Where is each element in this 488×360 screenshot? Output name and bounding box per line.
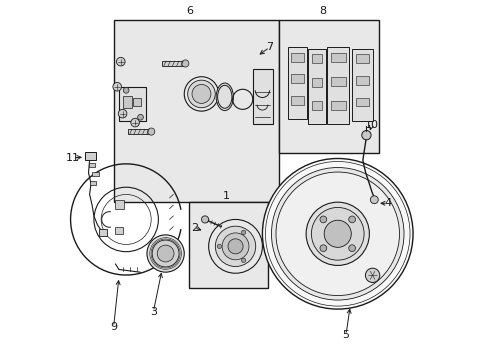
Bar bbox=[311, 78, 321, 87]
Circle shape bbox=[241, 230, 245, 234]
Bar bbox=[330, 53, 345, 62]
Bar bbox=[351, 49, 372, 121]
Circle shape bbox=[118, 109, 126, 118]
Circle shape bbox=[123, 87, 129, 93]
Circle shape bbox=[116, 57, 125, 66]
Circle shape bbox=[241, 258, 245, 262]
Circle shape bbox=[275, 172, 399, 296]
Bar bbox=[115, 200, 124, 209]
Bar bbox=[326, 47, 348, 125]
Bar bbox=[253, 69, 273, 125]
Bar bbox=[188, 202, 267, 288]
Bar bbox=[162, 61, 185, 66]
Circle shape bbox=[131, 118, 139, 127]
Circle shape bbox=[192, 85, 210, 103]
Circle shape bbox=[147, 128, 155, 135]
Bar bbox=[287, 47, 306, 119]
Bar bbox=[119, 87, 145, 121]
Bar bbox=[85, 152, 96, 160]
Circle shape bbox=[361, 131, 370, 140]
Circle shape bbox=[157, 245, 174, 262]
Text: 11: 11 bbox=[66, 153, 80, 163]
Circle shape bbox=[319, 216, 326, 223]
Bar bbox=[128, 130, 151, 134]
Text: 4: 4 bbox=[384, 198, 391, 208]
Circle shape bbox=[305, 202, 368, 265]
Bar bbox=[311, 54, 321, 63]
Bar bbox=[330, 77, 345, 86]
Text: 5: 5 bbox=[342, 330, 349, 340]
Bar bbox=[330, 101, 345, 110]
Text: 2: 2 bbox=[190, 223, 198, 233]
Bar bbox=[278, 21, 378, 153]
Circle shape bbox=[217, 244, 221, 248]
Circle shape bbox=[137, 114, 143, 120]
Circle shape bbox=[187, 80, 215, 108]
Bar bbox=[92, 172, 99, 176]
Text: 1: 1 bbox=[223, 191, 229, 201]
Bar bbox=[355, 98, 368, 107]
Circle shape bbox=[262, 158, 412, 309]
Bar bbox=[88, 163, 95, 167]
Circle shape bbox=[365, 268, 379, 283]
Circle shape bbox=[319, 245, 326, 252]
Ellipse shape bbox=[216, 83, 233, 111]
Circle shape bbox=[348, 216, 355, 223]
Circle shape bbox=[208, 220, 262, 273]
Circle shape bbox=[152, 240, 179, 267]
Circle shape bbox=[113, 82, 121, 91]
Bar bbox=[311, 101, 321, 110]
Circle shape bbox=[311, 207, 364, 260]
Text: 7: 7 bbox=[265, 42, 273, 52]
Circle shape bbox=[324, 220, 350, 247]
Bar bbox=[89, 181, 96, 185]
Bar bbox=[355, 76, 368, 85]
Circle shape bbox=[369, 196, 378, 204]
Bar bbox=[290, 96, 303, 105]
Circle shape bbox=[147, 235, 184, 272]
Text: 8: 8 bbox=[319, 6, 325, 16]
Bar bbox=[133, 98, 140, 107]
Text: 3: 3 bbox=[150, 307, 157, 316]
Bar bbox=[113, 21, 278, 202]
Circle shape bbox=[271, 167, 403, 300]
Text: 10: 10 bbox=[364, 121, 378, 130]
Bar bbox=[308, 49, 325, 125]
Circle shape bbox=[222, 233, 248, 260]
Circle shape bbox=[201, 216, 208, 223]
Text: 9: 9 bbox=[110, 322, 117, 332]
Bar bbox=[290, 74, 303, 83]
Circle shape bbox=[184, 77, 218, 111]
Circle shape bbox=[348, 245, 355, 252]
Circle shape bbox=[227, 239, 243, 254]
Bar bbox=[115, 226, 122, 234]
Text: 6: 6 bbox=[186, 6, 193, 16]
Circle shape bbox=[215, 226, 255, 266]
Bar bbox=[99, 229, 107, 235]
Bar bbox=[355, 54, 368, 63]
Bar bbox=[122, 96, 131, 108]
Circle shape bbox=[182, 60, 188, 67]
Bar bbox=[290, 53, 303, 62]
